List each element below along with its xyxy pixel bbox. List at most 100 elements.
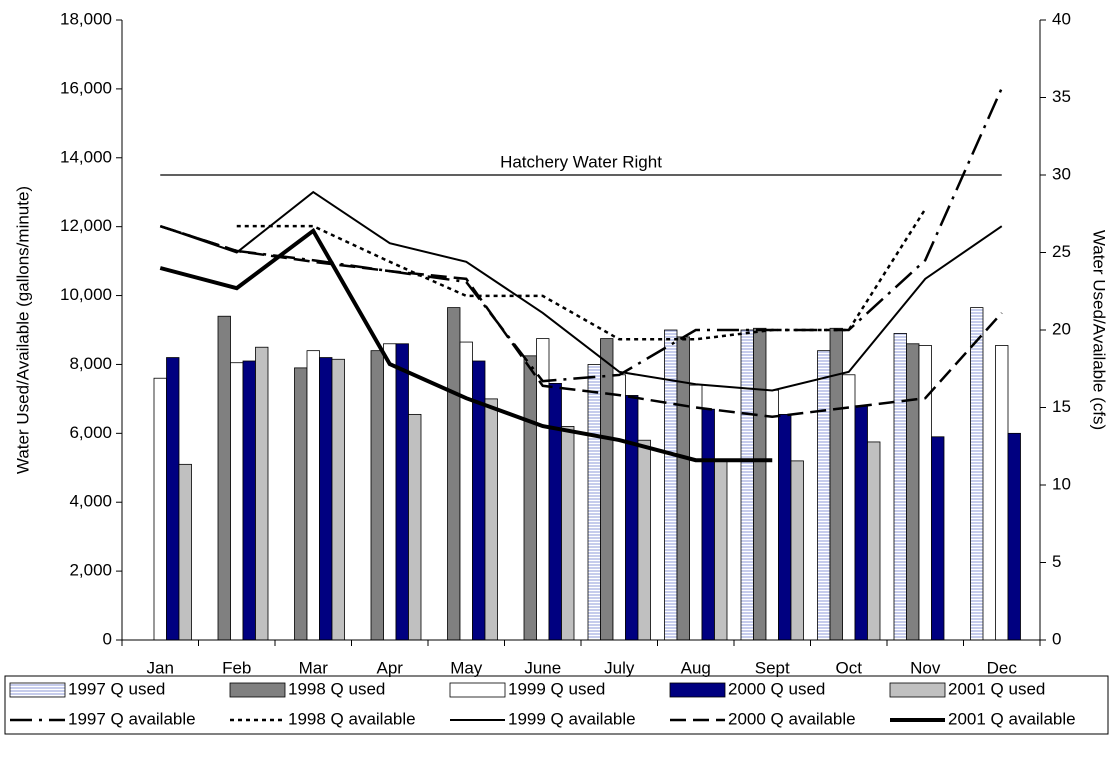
bar <box>918 345 932 641</box>
bar <box>166 357 180 641</box>
bar <box>664 329 678 641</box>
bar <box>765 389 779 641</box>
bar <box>778 413 792 641</box>
bar <box>1007 432 1021 641</box>
y-tick-label: 0 <box>103 629 112 648</box>
bar <box>230 362 244 641</box>
legend-swatch <box>669 682 726 698</box>
bar <box>408 413 422 641</box>
bar <box>459 341 473 641</box>
y2-tick-label: 30 <box>1052 164 1071 183</box>
bar <box>689 384 703 641</box>
bar <box>447 307 461 641</box>
y2-tick-label: 35 <box>1052 87 1071 106</box>
x-tick-label: July <box>604 658 635 677</box>
legend-label: 1999 Q used <box>508 679 605 698</box>
bar <box>637 439 651 641</box>
x-tick-label: Aug <box>681 658 711 677</box>
y-tick-label: 18,000 <box>60 9 112 28</box>
bar <box>854 405 868 641</box>
y-tick-label: 16,000 <box>60 78 112 97</box>
bar <box>701 408 715 641</box>
bar <box>370 350 384 641</box>
bar <box>383 343 397 641</box>
bar <box>523 355 537 641</box>
legend-label: 1997 Q used <box>68 679 165 698</box>
bar <box>319 357 333 641</box>
y2-axis-title: Water Used/Available (cfs) <box>1090 230 1109 430</box>
bar <box>867 441 881 641</box>
legend-label: 2000 Q used <box>728 679 825 698</box>
y2-tick-label: 15 <box>1052 397 1071 416</box>
bar <box>294 367 308 641</box>
bar <box>331 358 345 641</box>
x-tick-label: Sept <box>755 658 790 677</box>
bar <box>995 345 1009 641</box>
bar <box>790 460 804 641</box>
legend-label: 1998 Q available <box>288 709 416 728</box>
line-series <box>159 227 773 463</box>
bar <box>242 360 256 641</box>
bar <box>395 343 409 641</box>
bar <box>561 426 575 641</box>
bar <box>600 338 614 641</box>
bar <box>893 333 907 641</box>
y-tick-label: 8,000 <box>69 354 112 373</box>
legend-label: 1998 Q used <box>288 679 385 698</box>
bar <box>255 346 269 641</box>
annotation: Hatchery Water Right <box>500 152 662 171</box>
legend-label: 2000 Q available <box>728 709 856 728</box>
x-tick-label: June <box>524 658 561 677</box>
bar <box>740 329 754 641</box>
y-tick-label: 10,000 <box>60 285 112 304</box>
bar <box>484 398 498 641</box>
y2-tick-label: 20 <box>1052 319 1071 338</box>
y2-tick-label: 5 <box>1052 552 1061 571</box>
legend-swatch <box>229 682 286 698</box>
line-series <box>236 208 927 341</box>
y2-tick-label: 0 <box>1052 629 1061 648</box>
x-tick-label: Apr <box>377 658 404 677</box>
legend-swatch <box>889 682 946 698</box>
x-tick-label: Oct <box>836 658 863 677</box>
bar <box>842 374 856 641</box>
bar <box>153 377 167 641</box>
y2-tick-label: 25 <box>1052 242 1071 261</box>
line-series <box>159 224 1003 419</box>
x-tick-label: Feb <box>222 658 251 677</box>
x-tick-label: May <box>450 658 483 677</box>
bar <box>714 460 728 641</box>
y-tick-label: 2,000 <box>69 561 112 580</box>
x-tick-label: Dec <box>987 658 1018 677</box>
y-tick-label: 4,000 <box>69 492 112 511</box>
bar <box>970 307 984 641</box>
y-tick-label: 6,000 <box>69 423 112 442</box>
bar <box>753 327 767 641</box>
legend-label: 1997 Q available <box>68 709 196 728</box>
legend-label: 2001 Q available <box>948 709 1076 728</box>
x-tick-label: Mar <box>299 658 329 677</box>
legend-swatch <box>9 682 66 698</box>
legend-box <box>4 675 1109 735</box>
x-tick-label: Nov <box>910 658 941 677</box>
bar <box>931 436 945 641</box>
y2-tick-label: 10 <box>1052 474 1071 493</box>
y-axis-title: Water Used/Available (gallons/minute) <box>13 186 32 474</box>
y-tick-label: 12,000 <box>60 216 112 235</box>
bar <box>612 374 626 641</box>
legend-swatch <box>449 682 506 698</box>
x-tick-label: Jan <box>147 658 174 677</box>
bar <box>178 463 192 641</box>
bar <box>217 315 231 641</box>
y-tick-label: 14,000 <box>60 147 112 166</box>
legend-label: 2001 Q used <box>948 679 1045 698</box>
y2-tick-label: 40 <box>1052 9 1071 28</box>
line-series <box>159 87 1003 383</box>
line-series <box>159 190 1003 392</box>
legend-label: 1999 Q available <box>508 709 636 728</box>
bar <box>625 395 639 641</box>
bar <box>548 382 562 641</box>
bar <box>306 350 320 641</box>
bar <box>906 343 920 641</box>
